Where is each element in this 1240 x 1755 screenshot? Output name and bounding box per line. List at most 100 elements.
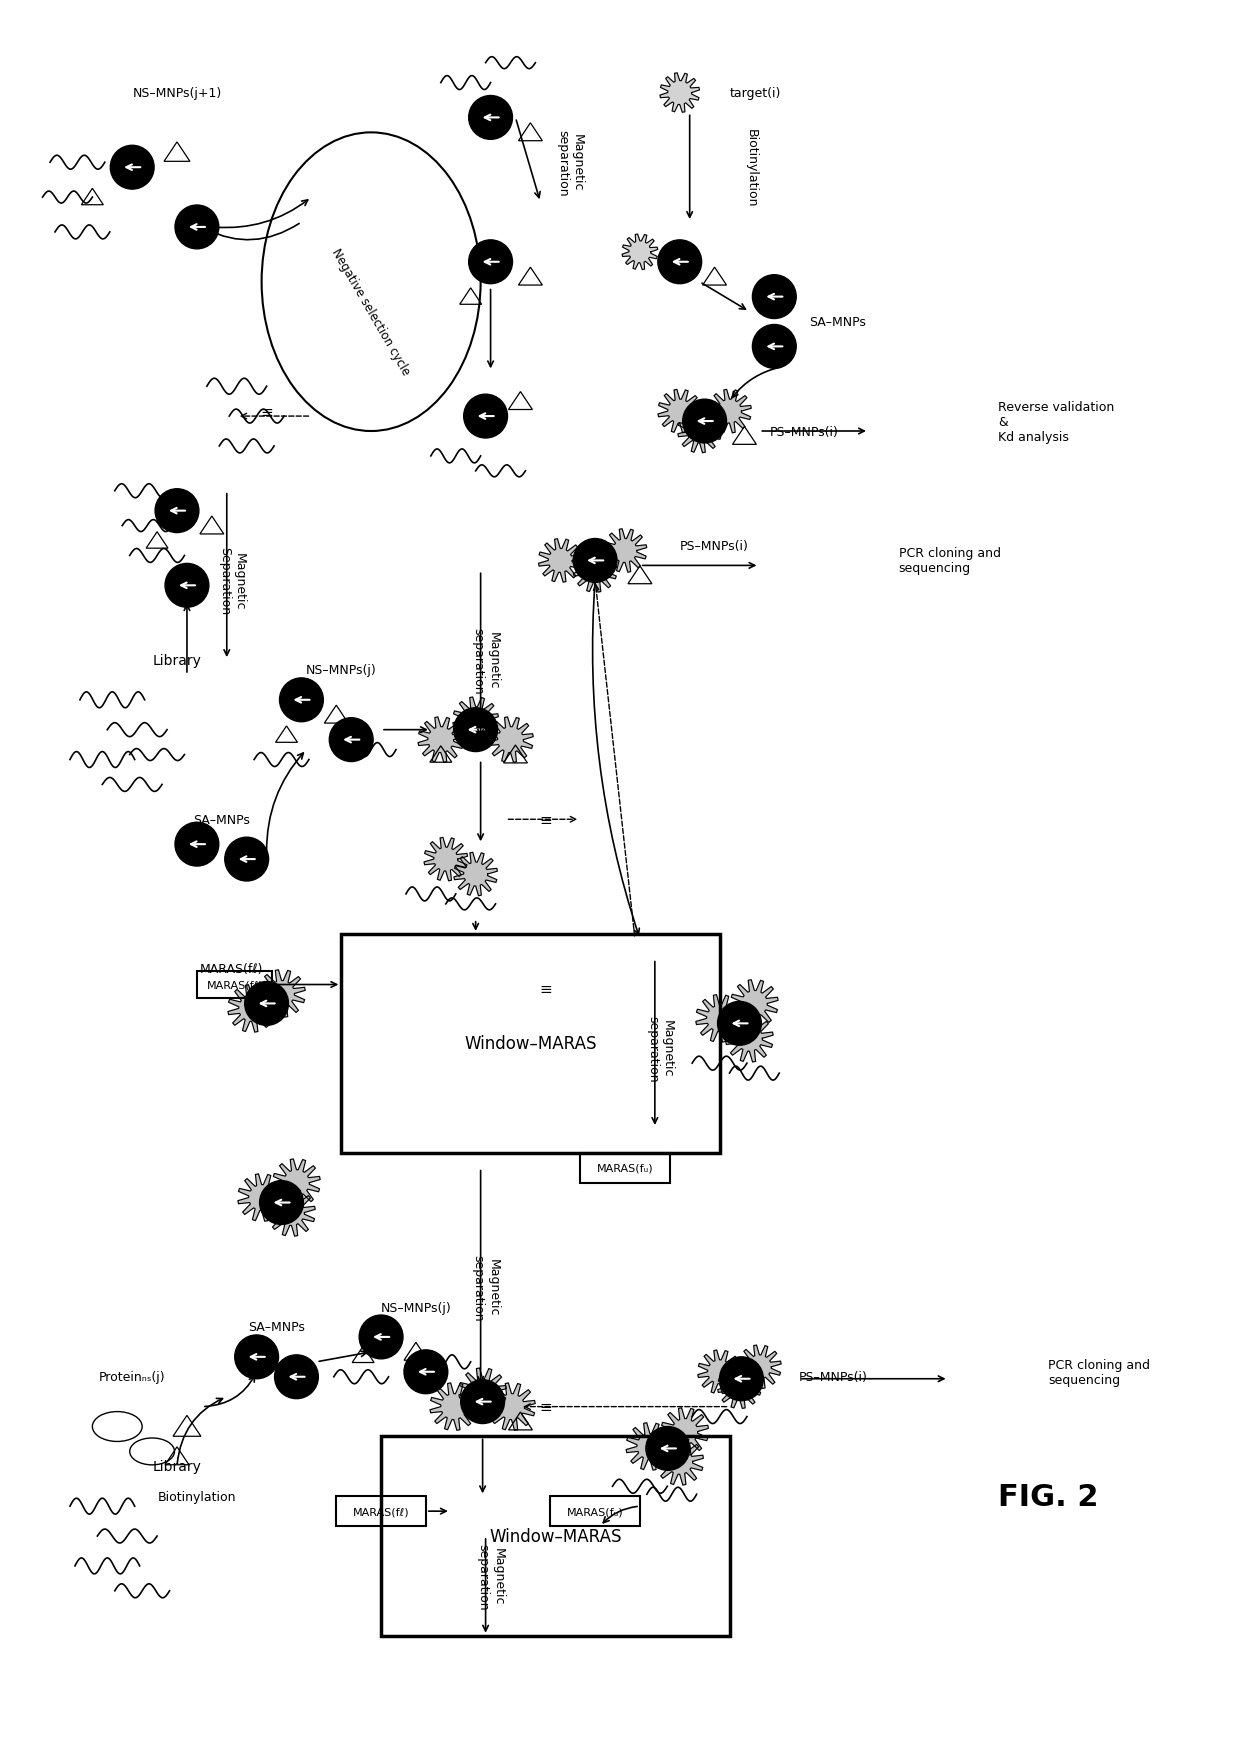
Text: ≡: ≡ bbox=[260, 404, 273, 419]
Circle shape bbox=[469, 240, 512, 284]
Bar bbox=[197, 971, 272, 999]
Polygon shape bbox=[573, 549, 616, 593]
Text: NS–MNPs(j+1): NS–MNPs(j+1) bbox=[133, 88, 222, 100]
Polygon shape bbox=[487, 1383, 536, 1430]
Text: MARAS(fᵤ): MARAS(fᵤ) bbox=[567, 1506, 624, 1516]
Circle shape bbox=[454, 709, 497, 753]
Text: MARAS(fℓ): MARAS(fℓ) bbox=[206, 979, 263, 990]
Text: Reverse validation
&
Kd analysis: Reverse validation & Kd analysis bbox=[998, 400, 1115, 444]
Text: target(i): target(i) bbox=[729, 88, 781, 100]
Circle shape bbox=[234, 1336, 279, 1379]
Polygon shape bbox=[738, 1346, 781, 1388]
Text: MARAS(fᵤ): MARAS(fᵤ) bbox=[596, 1164, 653, 1172]
Circle shape bbox=[330, 718, 373, 762]
Text: FIG. 2: FIG. 2 bbox=[998, 1481, 1099, 1511]
Circle shape bbox=[464, 395, 507, 439]
Bar bbox=[341, 934, 719, 1153]
Polygon shape bbox=[454, 853, 497, 897]
Polygon shape bbox=[626, 1423, 673, 1471]
Text: Magnetic
separation: Magnetic separation bbox=[557, 130, 584, 197]
Circle shape bbox=[110, 146, 154, 190]
Text: MARAS(fℓ): MARAS(fℓ) bbox=[200, 962, 263, 976]
Circle shape bbox=[753, 276, 796, 319]
Text: PS–MNPs(i): PS–MNPs(i) bbox=[680, 541, 749, 553]
Text: Magnetic
Separation: Magnetic Separation bbox=[218, 548, 246, 614]
Text: ≡: ≡ bbox=[539, 1399, 552, 1415]
Text: SA–MNPs: SA–MNPs bbox=[810, 316, 866, 328]
Text: NS–MNPs(j): NS–MNPs(j) bbox=[306, 663, 377, 677]
Text: PCR cloning and
sequencing: PCR cloning and sequencing bbox=[899, 548, 1001, 576]
Text: Biotinylation: Biotinylation bbox=[157, 1490, 236, 1502]
Polygon shape bbox=[730, 981, 777, 1027]
Circle shape bbox=[244, 983, 289, 1025]
Text: NS–MNPs(j): NS–MNPs(j) bbox=[381, 1300, 451, 1314]
Text: SA–MNPs: SA–MNPs bbox=[248, 1322, 305, 1334]
Text: PS–MNPs(i): PS–MNPs(i) bbox=[800, 1371, 868, 1383]
Polygon shape bbox=[268, 1190, 315, 1237]
Polygon shape bbox=[453, 697, 498, 742]
Circle shape bbox=[404, 1350, 448, 1393]
Circle shape bbox=[165, 563, 208, 607]
Polygon shape bbox=[459, 1369, 506, 1416]
Text: ≡: ≡ bbox=[539, 813, 552, 827]
Bar bbox=[381, 1437, 729, 1636]
Polygon shape bbox=[418, 718, 464, 763]
Circle shape bbox=[658, 240, 702, 284]
Bar bbox=[580, 1153, 670, 1183]
Circle shape bbox=[469, 97, 512, 140]
Polygon shape bbox=[678, 411, 722, 453]
Polygon shape bbox=[718, 1365, 761, 1409]
Circle shape bbox=[224, 837, 269, 881]
Polygon shape bbox=[656, 1437, 703, 1485]
Circle shape bbox=[175, 205, 218, 249]
Text: Window–MARAS: Window–MARAS bbox=[464, 1035, 596, 1053]
Text: ≡: ≡ bbox=[539, 981, 552, 997]
Text: PCR cloning and
sequencing: PCR cloning and sequencing bbox=[1048, 1358, 1149, 1386]
Polygon shape bbox=[238, 1174, 285, 1221]
Circle shape bbox=[461, 1379, 505, 1423]
Polygon shape bbox=[661, 1408, 708, 1455]
Polygon shape bbox=[658, 390, 702, 433]
Polygon shape bbox=[430, 1383, 477, 1430]
Circle shape bbox=[753, 325, 796, 369]
Text: MARAS(fℓ): MARAS(fℓ) bbox=[352, 1506, 409, 1516]
Text: PS–MNPs(i): PS–MNPs(i) bbox=[769, 425, 838, 439]
Circle shape bbox=[683, 400, 727, 444]
Bar bbox=[551, 1497, 640, 1527]
Polygon shape bbox=[538, 539, 582, 583]
Text: Magnetic
separation: Magnetic separation bbox=[646, 1016, 673, 1081]
Polygon shape bbox=[708, 390, 751, 433]
Circle shape bbox=[718, 1002, 761, 1046]
Circle shape bbox=[155, 490, 198, 534]
Circle shape bbox=[259, 1181, 304, 1225]
Circle shape bbox=[573, 539, 618, 583]
Text: Biotinylation: Biotinylation bbox=[744, 128, 758, 207]
Polygon shape bbox=[228, 985, 275, 1032]
Circle shape bbox=[175, 823, 218, 867]
Text: Library: Library bbox=[153, 1460, 201, 1474]
Circle shape bbox=[360, 1314, 403, 1358]
Text: SA–MNPs: SA–MNPs bbox=[193, 813, 250, 827]
Circle shape bbox=[719, 1357, 764, 1400]
Polygon shape bbox=[622, 235, 657, 270]
Text: Magnetic
separation: Magnetic separation bbox=[471, 627, 500, 693]
Polygon shape bbox=[487, 718, 533, 763]
Polygon shape bbox=[725, 1014, 773, 1062]
Circle shape bbox=[279, 679, 324, 723]
Text: Window–MARAS: Window–MARAS bbox=[489, 1527, 621, 1544]
Polygon shape bbox=[660, 74, 699, 114]
Polygon shape bbox=[258, 971, 305, 1018]
Circle shape bbox=[274, 1355, 319, 1399]
Text: Magnetic
separation: Magnetic separation bbox=[476, 1543, 505, 1609]
Text: Library: Library bbox=[153, 653, 201, 667]
Polygon shape bbox=[696, 995, 743, 1042]
Polygon shape bbox=[424, 837, 467, 881]
Polygon shape bbox=[273, 1160, 320, 1207]
Polygon shape bbox=[604, 530, 647, 572]
Text: Magnetic
separation: Magnetic separation bbox=[471, 1255, 500, 1322]
Polygon shape bbox=[698, 1350, 742, 1393]
Text: Negative selection cycle: Negative selection cycle bbox=[330, 247, 413, 377]
Circle shape bbox=[646, 1427, 689, 1471]
Bar bbox=[336, 1497, 425, 1527]
Text: Proteinₙₛ(j): Proteinₙₛ(j) bbox=[99, 1371, 165, 1383]
